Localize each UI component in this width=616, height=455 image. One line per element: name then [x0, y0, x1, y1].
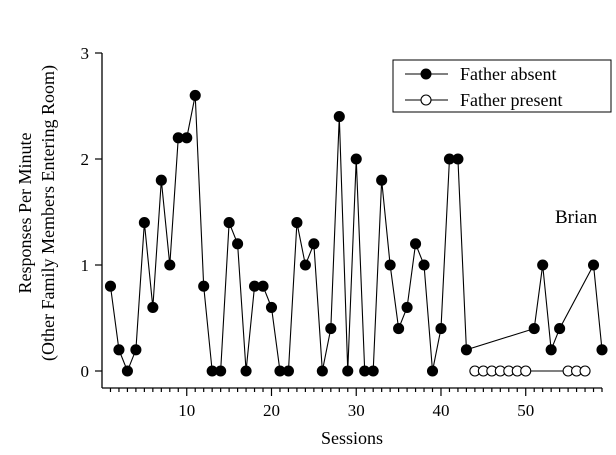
y-tick-label: 1: [81, 256, 90, 275]
data-point-father-absent: [528, 323, 540, 335]
x-axis-title: Sessions: [321, 428, 383, 448]
data-point-father-absent: [121, 365, 133, 377]
y-tick-label: 0: [81, 362, 90, 381]
data-point-father-absent: [308, 238, 320, 250]
data-point-father-absent: [232, 238, 244, 250]
data-point-father-absent: [257, 280, 269, 292]
data-point-father-absent: [130, 344, 142, 356]
data-point-father-absent: [189, 89, 201, 101]
y-tick-label: 3: [81, 44, 90, 63]
legend-marker-father-present: [420, 94, 432, 106]
data-point-father-absent: [138, 217, 150, 229]
x-tick-label: 30: [348, 401, 365, 420]
subject-annotation: Brian: [555, 207, 598, 228]
x-tick-label: 50: [517, 401, 534, 420]
data-point-father-absent: [596, 344, 608, 356]
data-point-father-present: [579, 365, 591, 377]
data-point-father-absent: [426, 365, 439, 377]
data-point-father-absent: [342, 365, 354, 377]
data-point-father-absent: [401, 301, 413, 313]
data-point-father-absent: [367, 365, 379, 377]
data-point-father-absent: [282, 365, 294, 377]
series-layer: [104, 89, 608, 377]
data-point-father-absent: [299, 259, 311, 271]
data-point-father-absent: [537, 259, 549, 271]
legend: Father absent Father present: [392, 59, 612, 113]
data-point-father-absent: [393, 323, 405, 335]
data-point-father-absent: [181, 132, 193, 144]
x-tick-label: 10: [178, 401, 195, 420]
data-point-father-absent: [325, 323, 337, 335]
legend-label-father-present: Father present: [460, 90, 562, 110]
data-point-father-absent: [316, 365, 328, 377]
data-point-father-absent: [155, 174, 167, 186]
y-axis-title-line-1: Responses Per Minute: [15, 133, 35, 294]
data-point-father-absent: [147, 301, 159, 313]
x-tick-label: 40: [432, 401, 449, 420]
data-point-father-absent: [164, 259, 176, 271]
y-axis-title-line-2: (Other Family Members Entering Room): [38, 65, 59, 361]
data-point-father-absent: [291, 217, 303, 229]
data-point-father-absent: [265, 301, 278, 313]
data-point-father-absent: [554, 323, 566, 335]
data-point-father-absent: [350, 153, 362, 165]
data-point-father-absent: [384, 259, 396, 271]
legend-marker-father-absent: [420, 68, 432, 80]
data-point-father-absent: [587, 259, 600, 271]
data-point-father-present: [520, 365, 532, 377]
data-point-father-absent: [452, 153, 464, 165]
y-ticks: 0 1 2 3: [81, 44, 102, 381]
data-point-father-absent: [545, 344, 557, 356]
data-point-father-absent: [376, 174, 388, 186]
data-point-father-absent: [104, 280, 117, 292]
data-point-father-absent: [333, 111, 345, 123]
data-point-father-absent: [460, 344, 472, 356]
data-point-father-absent: [435, 323, 447, 335]
y-tick-label: 2: [81, 150, 90, 169]
data-point-father-absent: [240, 365, 252, 377]
data-point-father-absent: [418, 259, 430, 271]
data-point-father-absent: [223, 217, 235, 229]
legend-label-father-absent: Father absent: [460, 64, 556, 84]
data-point-father-absent: [410, 238, 422, 250]
data-point-father-absent: [198, 280, 210, 292]
data-point-father-absent: [215, 365, 227, 377]
x-tick-label: 20: [263, 401, 280, 420]
x-ticks: 10 20 30 40 50: [109, 388, 603, 420]
data-point-father-absent: [113, 344, 125, 356]
